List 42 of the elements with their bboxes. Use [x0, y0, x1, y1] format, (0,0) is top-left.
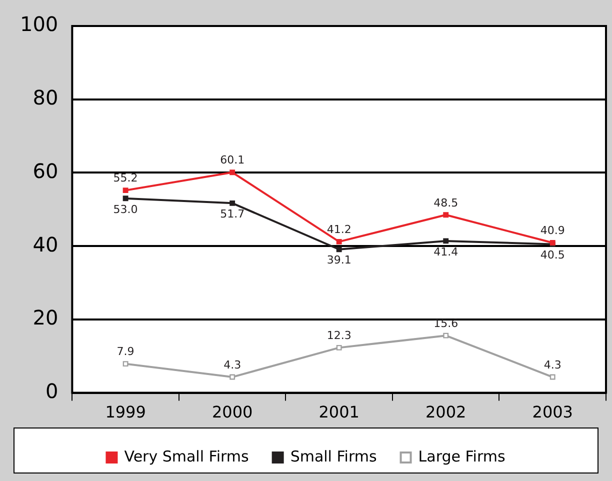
point: [443, 212, 449, 218]
data-label: 4.3: [224, 358, 242, 372]
data-label: 41.4: [434, 245, 458, 258]
legend-label: Very Small Firms: [124, 447, 249, 466]
point: [122, 196, 128, 202]
legend-label: Small Firms: [290, 447, 377, 466]
point: [443, 238, 449, 244]
legend-label: Large Firms: [418, 447, 506, 466]
data-label: 40.9: [540, 224, 565, 238]
data-label: 15.6: [434, 316, 458, 330]
point: [230, 170, 236, 176]
data-label: 51.7: [220, 208, 245, 221]
point: [336, 238, 342, 244]
y-tick-label: 60: [32, 158, 58, 183]
x-tick-label: 2003: [532, 402, 573, 422]
point: [336, 246, 342, 252]
data-label: 12.3: [326, 329, 352, 342]
point: [230, 200, 236, 206]
point: [336, 344, 342, 350]
y-tick-label: 80: [32, 86, 58, 110]
y-tick-label: 100: [20, 12, 58, 36]
data-label: 60.1: [220, 154, 245, 167]
data-label: 48.5: [434, 196, 458, 210]
y-tick-label: 0: [45, 379, 58, 404]
point: [443, 332, 449, 338]
data-label: 53.0: [113, 202, 138, 216]
point: [122, 361, 128, 367]
y-tick-label: 40: [32, 232, 58, 256]
data-label: 55.2: [113, 172, 138, 185]
point: [550, 374, 556, 380]
x-tick-label: 1999: [105, 402, 146, 422]
point: [122, 188, 128, 194]
data-label: 4.3: [544, 358, 562, 372]
point: [230, 374, 236, 380]
y-tick-label: 20: [32, 306, 58, 330]
data-label: 40.5: [540, 248, 565, 262]
x-tick-label: 2001: [318, 402, 360, 422]
x-tick-label: 2000: [212, 402, 253, 422]
data-label: 7.9: [116, 345, 134, 358]
x-tick-label: 2002: [425, 402, 466, 422]
data-label: 41.2: [326, 223, 352, 236]
data-label: 39.1: [326, 254, 352, 267]
